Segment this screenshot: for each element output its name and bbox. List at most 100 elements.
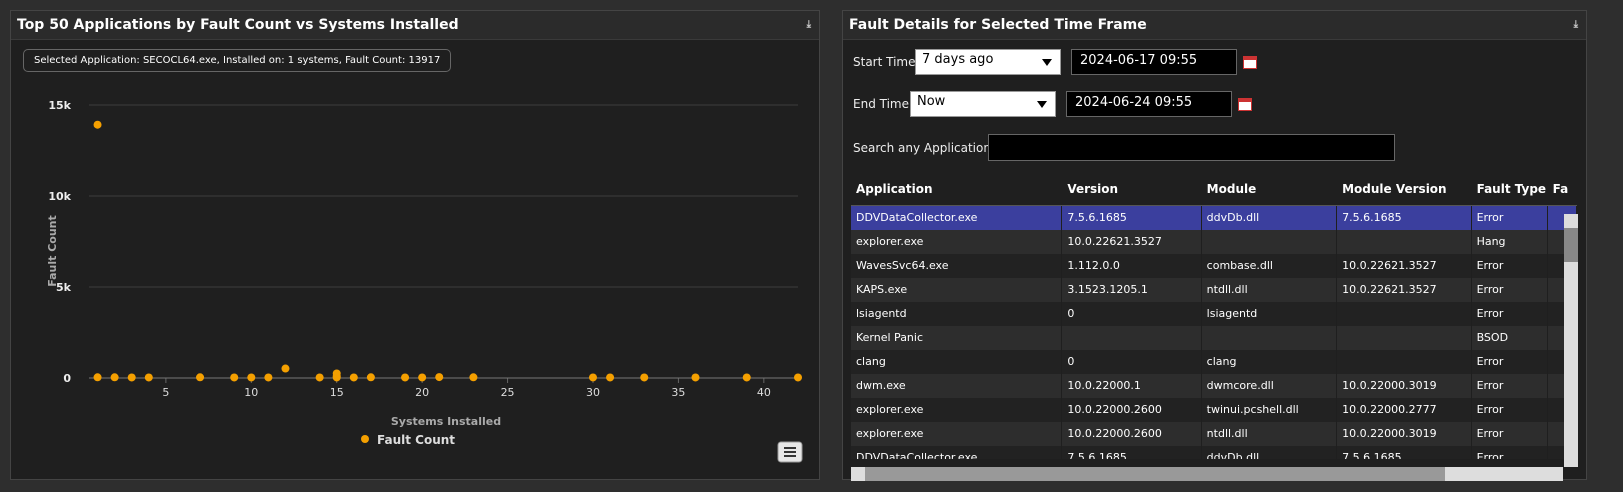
- table-cell: 7.5.6.1685: [1337, 446, 1472, 459]
- table-cell: 7.5.6.1685: [1337, 206, 1472, 230]
- table-row[interactable]: explorer.exe 10.0.22000.2600 twinui.pcshel…: [851, 398, 1577, 422]
- table-row[interactable]: Kernel Panic BSOD: [851, 326, 1577, 350]
- column-header: Module Version: [1337, 174, 1472, 205]
- table-cell: 10.0.22621.3527: [1337, 254, 1472, 278]
- table-cell: 0: [1062, 350, 1202, 374]
- start-select[interactable]: 7 days ago: [915, 49, 1061, 75]
- table-row[interactable]: WavesSvc64.exe 1.112.0.0 combase.dll 10.0.2…: [851, 254, 1577, 278]
- calendar-icon[interactable]: [1243, 56, 1257, 69]
- table-cell: 10.0.22621.3527: [1062, 230, 1202, 254]
- table-row[interactable]: lsiagentd 0 lsiagentd Error: [851, 302, 1577, 326]
- table-row[interactable]: DDVDataCollector.exe 7.5.6.1685 ddvDb.dll 7…: [851, 206, 1577, 230]
- table-cell: Error: [1472, 206, 1548, 230]
- x-axis-title: Systems Installed: [391, 415, 501, 428]
- column-header: Version: [1062, 174, 1202, 205]
- y-tick-label: 10k: [48, 190, 71, 203]
- point: [127, 373, 136, 382]
- x-tick-label: 30: [586, 386, 600, 399]
- table-cell: 3.1523.1205.1: [1062, 278, 1202, 302]
- table-cell: Hang: [1472, 230, 1548, 254]
- table-cell: 7.5.6.1685: [1062, 446, 1202, 459]
- table-cell: [1337, 302, 1472, 326]
- table-cell: [1202, 326, 1338, 350]
- menu-icon: [784, 447, 796, 457]
- table-cell: lsiagentd: [851, 302, 1063, 326]
- point: [230, 373, 239, 382]
- table-row[interactable]: KAPS.exe 3.1523.1205.1 ntdll.dll 10.0.22621…: [851, 278, 1577, 302]
- table-cell: dwmcore.dll: [1202, 374, 1338, 398]
- point: [640, 373, 649, 382]
- search-input[interactable]: [988, 134, 1395, 161]
- table-cell: explorer.exe: [851, 422, 1063, 446]
- table-cell: explorer.exe: [851, 230, 1063, 254]
- table-cell: DDVDataCollector.exe: [851, 446, 1063, 459]
- download-icon[interactable]: ⤓: [806, 19, 811, 30]
- download-icon[interactable]: ⤓: [1573, 19, 1578, 30]
- table-cell: 7.5.6.1685: [1062, 206, 1202, 230]
- point: [247, 373, 256, 382]
- start-input[interactable]: 2024-06-17 09:55: [1071, 49, 1237, 75]
- point: [435, 373, 444, 382]
- vertical-scrollbar[interactable]: [1564, 214, 1578, 467]
- point: [588, 373, 597, 382]
- table-cell: Error: [1472, 398, 1548, 422]
- scroll-thumb[interactable]: [1564, 228, 1578, 262]
- column-header: Module: [1202, 174, 1338, 205]
- table-cell: explorer.exe: [851, 398, 1063, 422]
- table-cell: 10.0.22000.2777: [1337, 398, 1472, 422]
- end-input[interactable]: 2024-06-24 09:55: [1066, 91, 1232, 117]
- point: [196, 373, 205, 382]
- table-cell: KAPS.exe: [851, 278, 1063, 302]
- point: [401, 373, 410, 382]
- panel-title: Top 50 Applications by Fault Count vs Sy…: [17, 17, 459, 33]
- table-cell: ntdll.dll: [1202, 422, 1338, 446]
- table-cell: 10.0.22000.2600: [1062, 398, 1202, 422]
- column-header: Fault Type: [1472, 174, 1548, 205]
- panel-title: Fault Details for Selected Time Frame: [849, 17, 1147, 33]
- table-cell: 1.112.0.0: [1062, 254, 1202, 278]
- y-axis-title: Fault Count: [46, 215, 59, 287]
- table-cell: lsiagentd: [1202, 302, 1338, 326]
- table-cell: 10.0.22000.1: [1062, 374, 1202, 398]
- point: [93, 120, 102, 129]
- x-tick-label: 5: [162, 386, 169, 399]
- point: [742, 373, 751, 382]
- table-cell: DDVDataCollector.exe: [851, 206, 1063, 230]
- point: [794, 373, 802, 382]
- right-panel: Fault Details for Selected Time Frame ⤓ S…: [842, 10, 1587, 481]
- table-cell: Error: [1472, 446, 1548, 459]
- table-row[interactable]: explorer.exe 10.0.22000.2600 ntdll.dll 10.0…: [851, 422, 1577, 446]
- table-cell: [1337, 350, 1472, 374]
- table-cell: ddvDb.dll: [1202, 206, 1338, 230]
- point: [349, 373, 358, 382]
- point: [281, 364, 290, 373]
- start-label: Start Time: [853, 55, 916, 69]
- x-tick-label: 35: [671, 386, 685, 399]
- fault-table: Application Version Module Module Version Fa…: [851, 174, 1577, 459]
- x-tick-label: 15: [330, 386, 344, 399]
- table-row[interactable]: dwm.exe 10.0.22000.1 dwmcore.dll 10.0.22000…: [851, 374, 1577, 398]
- table-cell: Kernel Panic: [851, 326, 1063, 350]
- table-row[interactable]: clang 0 clang Error: [851, 350, 1577, 374]
- point: [366, 373, 375, 382]
- table-cell: Error: [1472, 254, 1548, 278]
- calendar-icon[interactable]: [1238, 98, 1252, 111]
- y-tick-label: 0: [63, 372, 71, 385]
- end-select[interactable]: Now: [910, 91, 1056, 117]
- scroll-thumb[interactable]: [865, 467, 1445, 481]
- x-tick-label: 10: [244, 386, 258, 399]
- x-tick-label: 25: [501, 386, 515, 399]
- table-row[interactable]: DDVDataCollector.exe 7.5.6.1685 ddvDb.dll 7…: [851, 446, 1577, 459]
- point: [315, 373, 324, 382]
- table-cell: [1337, 326, 1472, 350]
- table-row[interactable]: explorer.exe 10.0.22621.3527 Hang: [851, 230, 1577, 254]
- table-cell: dwm.exe: [851, 374, 1063, 398]
- panel-header: Top 50 Applications by Fault Count vs Sy…: [11, 11, 819, 40]
- x-tick-label: 40: [757, 386, 771, 399]
- table-cell: combase.dll: [1202, 254, 1338, 278]
- point: [110, 373, 119, 382]
- table-cell: BSOD: [1472, 326, 1548, 350]
- end-label: End Time: [853, 97, 909, 111]
- panel-header: Fault Details for Selected Time Frame ⤓: [843, 11, 1586, 40]
- horizontal-scrollbar[interactable]: [851, 467, 1563, 481]
